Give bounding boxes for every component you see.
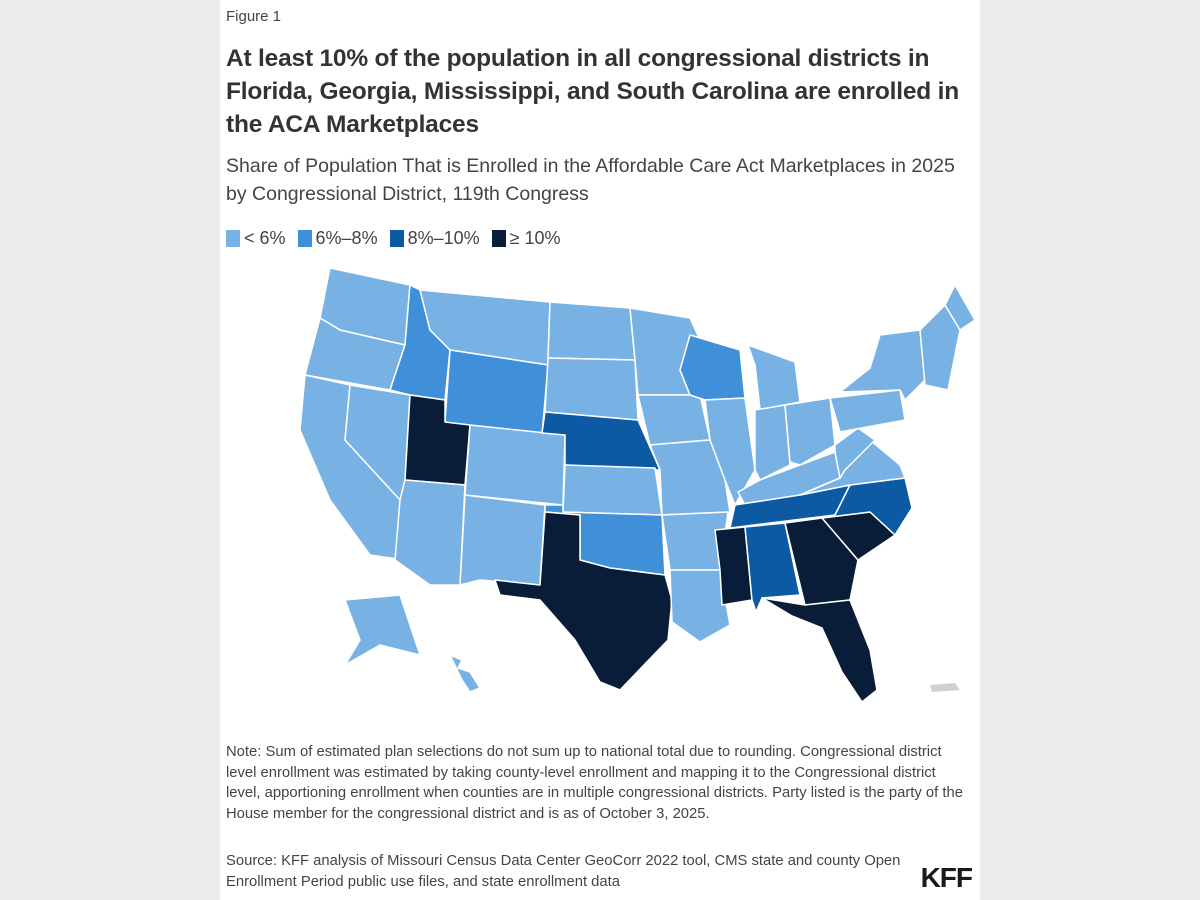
state-ks <box>562 464 663 516</box>
state-nd <box>547 301 636 361</box>
figure-card: Figure 1 At least 10% of the population … <box>220 0 980 900</box>
state-ia <box>637 394 711 446</box>
state-co <box>464 424 566 506</box>
kff-logo: KFF <box>920 862 973 893</box>
state-az <box>394 479 466 586</box>
legend-label: 8%–10% <box>407 228 480 248</box>
source-text: Source: KFF analysis of Missouri Census … <box>226 853 901 890</box>
state-hi <box>449 654 481 693</box>
legend-label: < 6% <box>244 228 286 248</box>
note-text: Note: Sum of estimated plan selections d… <box>226 744 963 822</box>
legend-item-6-8: 6%–8% <box>297 228 378 249</box>
state-sd <box>544 357 639 421</box>
state-mi <box>747 344 801 411</box>
state-ny <box>839 329 926 401</box>
legend-label: 6%–8% <box>315 228 378 248</box>
state-me <box>944 284 976 331</box>
figure-label: Figure 1 <box>226 8 282 25</box>
legend-swatch <box>491 230 506 247</box>
state-pa <box>829 389 906 433</box>
state-oh <box>784 397 836 466</box>
legend-item-8-10: 8%–10% <box>389 228 480 249</box>
state-ne-region <box>919 304 961 391</box>
chart-subtitle: Share of Population That is Enrolled in … <box>226 155 955 205</box>
legend-item-lt6: < 6% <box>226 228 286 249</box>
state-nm <box>459 494 546 586</box>
legend-label: ≥ 10% <box>509 228 561 248</box>
legend: < 6% 6%–8% 8%–10% ≥ 10% <box>226 228 561 249</box>
state-ms <box>714 526 753 606</box>
state-tx <box>494 511 673 691</box>
legend-swatch <box>226 230 240 247</box>
chart-title: At least 10% of the population in all co… <box>226 45 960 138</box>
state-fl <box>761 597 878 703</box>
legend-swatch <box>297 230 312 247</box>
state-wy <box>444 349 549 436</box>
us-map <box>299 267 976 703</box>
state-wi <box>679 334 746 401</box>
territory-pr <box>930 683 960 692</box>
legend-item-ge10: ≥ 10% <box>491 228 561 249</box>
legend-swatch <box>389 230 404 247</box>
state-ak <box>344 594 421 666</box>
state-la <box>669 569 731 643</box>
state-in <box>754 404 791 481</box>
